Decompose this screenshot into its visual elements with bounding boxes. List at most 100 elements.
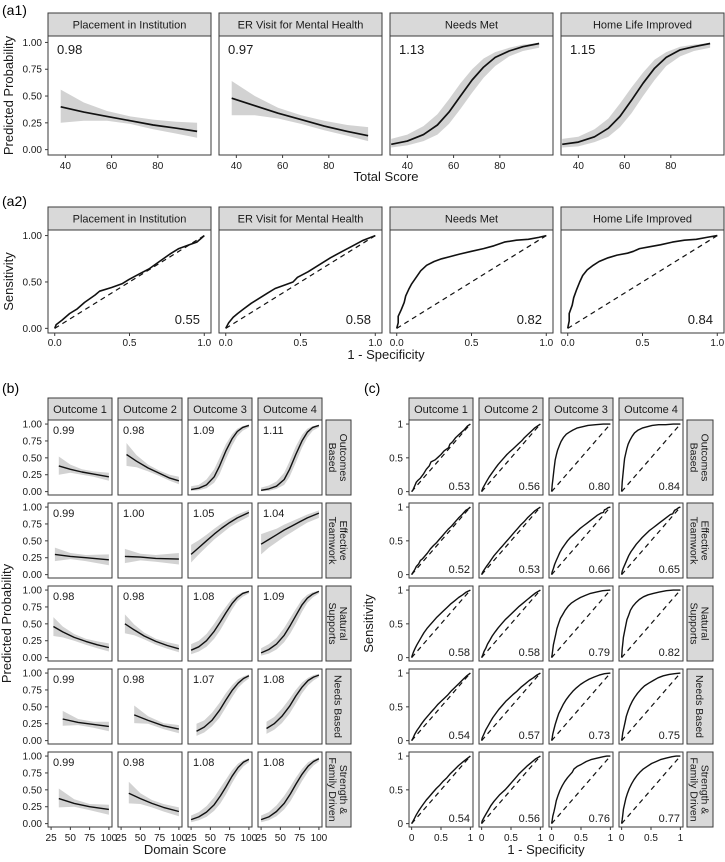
- fitted-curve: [53, 625, 110, 649]
- x-tick-label: 0.5: [434, 833, 448, 844]
- facet-strip-col-label: Placement in Institution: [73, 20, 187, 32]
- x-tick-label: 100: [311, 833, 328, 844]
- y-tick-label: 1.00: [23, 586, 43, 597]
- reference-diagonal: [411, 672, 471, 742]
- roc-curve: [480, 423, 541, 492]
- fitted-curve: [260, 512, 320, 545]
- roc-curve: [550, 423, 611, 492]
- confidence-ribbon: [53, 617, 109, 652]
- reference-diagonal: [396, 235, 547, 329]
- x-tick-label: 1.0: [710, 338, 724, 349]
- y-tick-label: 0: [397, 653, 403, 664]
- plot-panel: [47, 419, 113, 496]
- y-tick-label: 1: [397, 586, 403, 597]
- x-tick-label: 0.0: [390, 338, 404, 349]
- x-tick-label: 0.5: [123, 338, 137, 349]
- roc-curve: [620, 506, 681, 575]
- reference-diagonal: [481, 423, 541, 493]
- annotation-value: 0.99: [53, 425, 74, 437]
- roc-curve: [566, 234, 718, 329]
- reference-diagonal: [411, 755, 471, 825]
- y-tick-label: 0.50: [23, 92, 43, 103]
- facet-strip-row-label: Strength &Family Driven: [688, 757, 711, 821]
- x-tick-label: 60: [448, 161, 460, 172]
- y-tick-label: 0.00: [23, 653, 43, 664]
- facet-strip-row: [686, 668, 714, 745]
- facet-strip-col-label: ER Visit for Mental Health: [238, 20, 364, 32]
- annotation-value: 0.52: [449, 564, 470, 576]
- panel-label-a2: (a2): [2, 193, 27, 209]
- y-axis-title: Sensitivity: [362, 594, 376, 653]
- x-tick-label: 1: [538, 833, 544, 844]
- facet-strip-row-label: OutcomesBased: [688, 434, 711, 482]
- y-tick-label: 0: [397, 819, 403, 830]
- annotation-value: 0.80: [589, 481, 610, 493]
- facet-strip-row-label: Needs Based: [693, 675, 705, 738]
- x-tick-label: 40: [231, 161, 243, 172]
- reference-diagonal: [551, 506, 611, 576]
- annotation-value: 0.84: [688, 312, 713, 327]
- y-tick-label: 0.50: [23, 619, 43, 630]
- confidence-ribbon: [191, 758, 249, 823]
- reference-diagonal: [54, 235, 205, 329]
- x-tick-label: 50: [205, 833, 217, 844]
- fitted-curve: [128, 792, 180, 813]
- roc-curve: [480, 755, 541, 824]
- y-axis-title: Predicted Probability: [0, 563, 14, 683]
- y-tick-label: 0.75: [23, 65, 43, 76]
- y-tick-label: 0.00: [23, 736, 43, 747]
- y-tick-label: 0.50: [23, 785, 43, 796]
- annotation-value: 0.99: [53, 757, 74, 769]
- facet-strip-row: [325, 419, 352, 496]
- annotation-value: 1.00: [123, 508, 144, 520]
- reference-diagonal: [621, 589, 681, 659]
- fitted-curve: [126, 453, 180, 482]
- fitted-curve: [58, 465, 110, 478]
- annotation-value: 1.08: [193, 757, 214, 769]
- y-tick-label: 1.00: [23, 669, 43, 680]
- facet-strip-row-label: OutcomesBased: [326, 434, 349, 482]
- y-tick-label: 0: [397, 487, 403, 498]
- y-tick-label: 1.00: [23, 420, 43, 431]
- y-tick-label: 0.00: [23, 324, 43, 335]
- x-tick-label: 0: [479, 833, 485, 844]
- x-tick-label: 60: [277, 161, 289, 172]
- x-axis-title: Total Score: [353, 169, 418, 184]
- annotation-value: 0.98: [53, 591, 74, 603]
- x-tick-label: 100: [101, 833, 118, 844]
- annotation-value: 0.58: [346, 312, 371, 327]
- confidence-ribbon: [261, 757, 319, 823]
- roc-curve: [410, 589, 471, 658]
- annotation-value: 0.54: [449, 813, 470, 825]
- y-tick-label: 0.50: [23, 277, 43, 288]
- confidence-ribbon: [191, 424, 249, 491]
- y-tick-label: 1: [397, 503, 403, 514]
- fitted-curve: [190, 590, 250, 651]
- facet-strip-row: [686, 419, 714, 496]
- y-tick-label: 1: [397, 752, 403, 763]
- x-tick-label: 0.5: [294, 338, 308, 349]
- y-tick-label: 0.5: [389, 619, 403, 630]
- confidence-ribbon: [62, 710, 109, 732]
- annotation-value: 1.08: [263, 674, 284, 686]
- annotation-value: 0.56: [519, 481, 540, 493]
- annotation-value: 1.11: [263, 425, 284, 437]
- x-tick-label: 1: [468, 833, 474, 844]
- roc-curve: [410, 672, 471, 741]
- annotation-value: 0.53: [519, 564, 540, 576]
- reference-diagonal: [225, 235, 376, 329]
- fitted-curve: [231, 97, 369, 137]
- reference-diagonal: [551, 423, 611, 493]
- confidence-ribbon: [191, 509, 249, 563]
- confidence-ribbon: [261, 590, 319, 656]
- x-tick-label: 75: [224, 833, 236, 844]
- facet-strip-col-label: Outcome 4: [624, 404, 678, 416]
- fitted-curve: [190, 424, 250, 491]
- annotation-value: 0.97: [228, 42, 253, 57]
- y-tick-label: 0.25: [23, 636, 43, 647]
- roc-curve: [550, 506, 611, 575]
- panel-label-a1: (a1): [2, 2, 27, 18]
- roc-curve: [410, 506, 471, 575]
- y-tick-label: 0.75: [23, 519, 43, 530]
- reference-diagonal: [551, 755, 611, 825]
